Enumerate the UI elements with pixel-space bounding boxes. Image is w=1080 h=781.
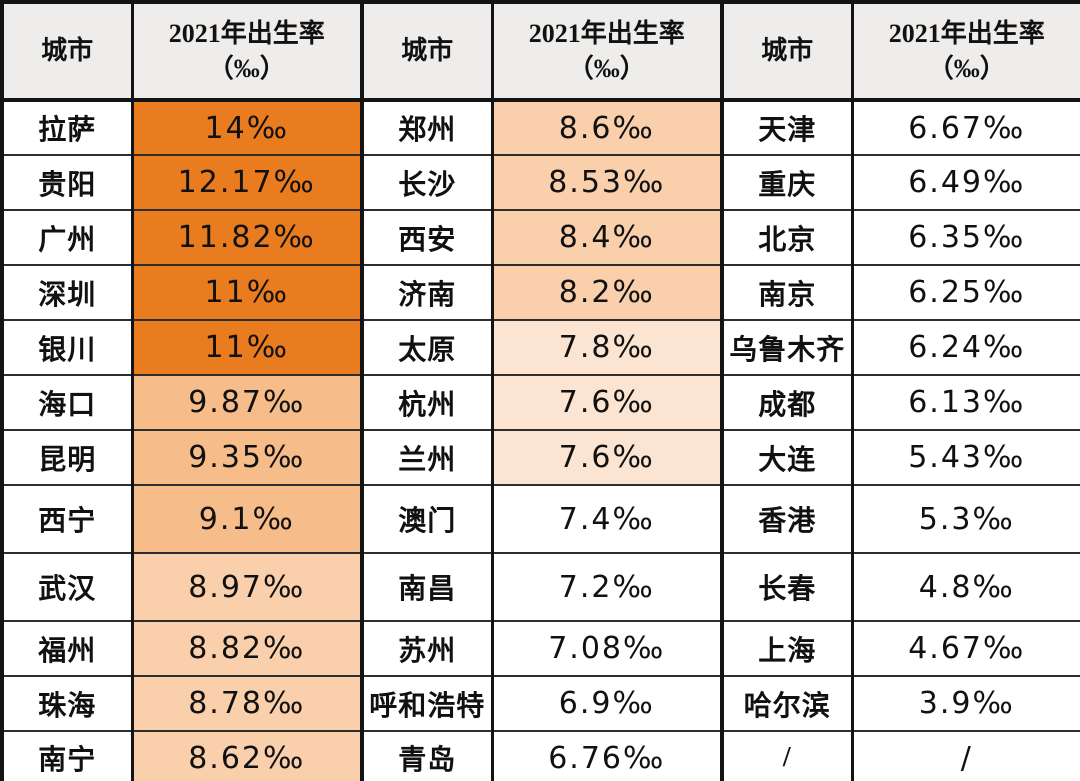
- rate-cell: 6.49‰: [850, 154, 1080, 211]
- table-row: 拉萨 14‰ 郑州 8.6‰ 天津 6.67‰: [0, 99, 1080, 156]
- rate-cell: 6.25‰: [850, 264, 1080, 321]
- city-cell: 重庆: [720, 154, 854, 211]
- city-cell: 青岛: [360, 730, 494, 781]
- table-row: 广州 11.82‰ 西安 8.4‰ 北京 6.35‰: [0, 209, 1080, 266]
- city-cell: 济南: [360, 264, 494, 321]
- city-cell: 杭州: [360, 374, 494, 431]
- rate-cell: 8.4‰: [490, 209, 724, 266]
- city-cell: 南昌: [360, 552, 494, 622]
- city-cell: 昆明: [0, 429, 134, 486]
- rate-cell: 8.97‰: [130, 552, 364, 622]
- header-rate-2: 2021年出生率 （‰）: [490, 1, 724, 102]
- rate-cell: 7.4‰: [490, 484, 724, 554]
- city-cell: 贵阳: [0, 154, 134, 211]
- city-cell: 哈尔滨: [720, 675, 854, 732]
- rate-cell: 9.87‰: [130, 374, 364, 431]
- city-cell: 西安: [360, 209, 494, 266]
- header-city-1: 城市: [0, 1, 134, 102]
- rate-cell: 8.78‰: [130, 675, 364, 732]
- city-cell: 西宁: [0, 484, 134, 554]
- rate-cell: 6.67‰: [850, 99, 1080, 156]
- rate-cell: 9.1‰: [130, 484, 364, 554]
- city-cell: 上海: [720, 620, 854, 677]
- city-cell: 天津: [720, 99, 854, 156]
- rate-cell: 7.8‰: [490, 319, 724, 376]
- city-cell: 广州: [0, 209, 134, 266]
- rate-cell: 5.3‰: [850, 484, 1080, 554]
- rate-cell: 8.62‰: [130, 730, 364, 781]
- city-cell: 珠海: [0, 675, 134, 732]
- table-row: 海口 9.87‰ 杭州 7.6‰ 成都 6.13‰: [0, 374, 1080, 431]
- header-row: 城市 2021年出生率 （‰） 城市 2021年出生率 （‰） 城市 2021年…: [0, 1, 1080, 102]
- table-row: 福州 8.82‰ 苏州 7.08‰ 上海 4.67‰: [0, 620, 1080, 677]
- header-rate-1: 2021年出生率 （‰）: [130, 1, 364, 102]
- table-row: 珠海 8.78‰ 呼和浩特 6.9‰ 哈尔滨 3.9‰: [0, 675, 1080, 732]
- rate-cell: 8.82‰: [130, 620, 364, 677]
- rate-cell: 5.43‰: [850, 429, 1080, 486]
- rate-cell: 8.6‰: [490, 99, 724, 156]
- rate-cell: 7.6‰: [490, 429, 724, 486]
- rate-cell: 11‰: [130, 264, 364, 321]
- rate-cell: 4.8‰: [850, 552, 1080, 622]
- rate-cell: 6.9‰: [490, 675, 724, 732]
- rate-cell: 7.6‰: [490, 374, 724, 431]
- table-row: 西宁 9.1‰ 澳门 7.4‰ 香港 5.3‰: [0, 484, 1080, 554]
- rate-cell: 14‰: [130, 99, 364, 156]
- rate-cell: 6.24‰: [850, 319, 1080, 376]
- city-cell: 南京: [720, 264, 854, 321]
- city-cell: 深圳: [0, 264, 134, 321]
- rate-cell: 6.76‰: [490, 730, 724, 781]
- city-cell: 香港: [720, 484, 854, 554]
- table-row: 南宁 8.62‰ 青岛 6.76‰ / /: [0, 730, 1080, 781]
- rate-cell: 12.17‰: [130, 154, 364, 211]
- rate-cell: 8.2‰: [490, 264, 724, 321]
- city-cell: 郑州: [360, 99, 494, 156]
- city-cell: 南宁: [0, 730, 134, 781]
- city-cell: 北京: [720, 209, 854, 266]
- header-rate-3: 2021年出生率 （‰）: [850, 1, 1080, 102]
- rate-cell: 9.35‰: [130, 429, 364, 486]
- city-cell: 长春: [720, 552, 854, 622]
- table-body: 拉萨 14‰ 郑州 8.6‰ 天津 6.67‰ 贵阳 12.17‰ 长沙 8.53‰ 重庆 6.49‰…: [0, 99, 1080, 781]
- city-cell: 大连: [720, 429, 854, 486]
- city-cell: 苏州: [360, 620, 494, 677]
- rate-cell: 8.53‰: [490, 154, 724, 211]
- city-cell: 太原: [360, 319, 494, 376]
- header-city-2: 城市: [360, 1, 494, 102]
- city-cell: 拉萨: [0, 99, 134, 156]
- rate-cell: 11‰: [130, 319, 364, 376]
- city-cell: 福州: [0, 620, 134, 677]
- rate-cell: 3.9‰: [850, 675, 1080, 732]
- city-cell: 银川: [0, 319, 134, 376]
- rate-cell: 6.13‰: [850, 374, 1080, 431]
- table-row: 深圳 11‰ 济南 8.2‰ 南京 6.25‰: [0, 264, 1080, 321]
- table-row: 昆明 9.35‰ 兰州 7.6‰ 大连 5.43‰: [0, 429, 1080, 486]
- rate-cell: /: [850, 730, 1080, 781]
- rate-cell: 4.67‰: [850, 620, 1080, 677]
- city-cell: /: [720, 730, 854, 781]
- rate-cell: 7.2‰: [490, 552, 724, 622]
- city-cell: 长沙: [360, 154, 494, 211]
- city-cell: 武汉: [0, 552, 134, 622]
- city-cell: 澳门: [360, 484, 494, 554]
- city-cell: 成都: [720, 374, 854, 431]
- table-row: 武汉 8.97‰ 南昌 7.2‰ 长春 4.8‰: [0, 552, 1080, 622]
- rate-cell: 7.08‰: [490, 620, 724, 677]
- table-row: 贵阳 12.17‰ 长沙 8.53‰ 重庆 6.49‰: [0, 154, 1080, 211]
- table-header: 城市 2021年出生率 （‰） 城市 2021年出生率 （‰） 城市 2021年…: [0, 1, 1080, 102]
- city-cell: 乌鲁木齐: [720, 319, 854, 376]
- rate-cell: 6.35‰: [850, 209, 1080, 266]
- city-cell: 呼和浩特: [360, 675, 494, 732]
- city-cell: 兰州: [360, 429, 494, 486]
- header-city-3: 城市: [720, 1, 854, 102]
- city-cell: 海口: [0, 374, 134, 431]
- rate-cell: 11.82‰: [130, 209, 364, 266]
- table-row: 银川 11‰ 太原 7.8‰ 乌鲁木齐 6.24‰: [0, 319, 1080, 376]
